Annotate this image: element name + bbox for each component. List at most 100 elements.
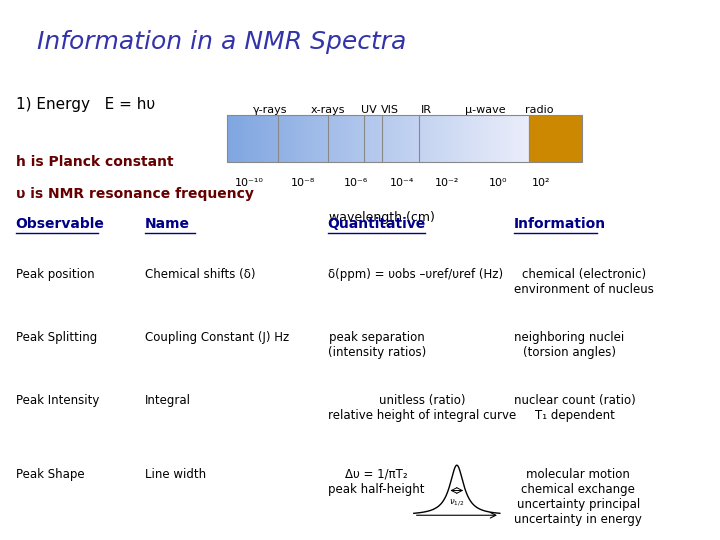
Bar <box>348 114 351 162</box>
Bar <box>360 114 363 162</box>
Bar <box>521 114 523 162</box>
Bar <box>482 114 485 162</box>
Bar <box>492 114 495 162</box>
Bar <box>342 114 344 162</box>
Bar <box>336 114 338 162</box>
Bar <box>440 114 443 162</box>
Bar <box>256 114 258 162</box>
Bar <box>368 114 371 162</box>
Bar <box>259 114 262 162</box>
Bar <box>480 114 483 162</box>
Bar <box>508 114 511 162</box>
Bar <box>380 114 382 162</box>
Bar <box>292 114 294 162</box>
Bar <box>248 114 250 162</box>
Text: IR: IR <box>420 105 431 114</box>
Bar <box>282 114 284 162</box>
Bar <box>505 114 507 162</box>
Text: wavelength (cm): wavelength (cm) <box>328 211 434 224</box>
Text: 10⁻⁶: 10⁻⁶ <box>344 178 369 188</box>
Bar <box>289 114 292 162</box>
Text: Quantitative: Quantitative <box>328 217 426 231</box>
Bar <box>305 114 308 162</box>
Bar <box>269 114 272 162</box>
Text: $\nu_{1/2}$: $\nu_{1/2}$ <box>449 497 464 508</box>
Text: Line width: Line width <box>145 468 206 481</box>
Bar <box>485 114 487 162</box>
Bar <box>366 114 369 162</box>
Text: x-rays: x-rays <box>310 105 345 114</box>
Bar <box>338 114 341 162</box>
Bar <box>406 114 409 162</box>
Bar <box>286 114 288 162</box>
Bar <box>430 114 433 162</box>
Bar <box>515 114 517 162</box>
Bar <box>420 114 423 162</box>
Bar <box>510 114 513 162</box>
Text: nuclear count (ratio)
T₁ dependent: nuclear count (ratio) T₁ dependent <box>514 394 636 422</box>
Text: 10⁻²: 10⁻² <box>436 178 459 188</box>
Text: Information in a NMR Spectra: Information in a NMR Spectra <box>37 30 407 55</box>
Bar <box>350 114 353 162</box>
Bar <box>328 114 330 162</box>
Bar <box>284 114 287 162</box>
Bar <box>410 114 413 162</box>
Text: 1) Energy   E = hυ: 1) Energy E = hυ <box>16 97 155 112</box>
Bar <box>238 114 240 162</box>
Bar <box>354 114 356 162</box>
Bar <box>374 114 377 162</box>
Bar <box>456 114 459 162</box>
Bar <box>523 114 526 162</box>
Bar <box>264 114 266 162</box>
Text: μ-wave: μ-wave <box>465 105 506 114</box>
Bar <box>322 114 325 162</box>
Bar <box>416 114 419 162</box>
Bar <box>243 114 246 162</box>
Text: δ(ppm) = υobs –υref/υref (Hz): δ(ppm) = υobs –υref/υref (Hz) <box>328 267 503 281</box>
Bar <box>266 114 268 162</box>
Bar <box>400 114 402 162</box>
Bar <box>271 114 274 162</box>
Bar <box>318 114 320 162</box>
Bar <box>490 114 493 162</box>
Bar <box>378 114 381 162</box>
Bar <box>436 114 439 162</box>
Bar <box>261 114 264 162</box>
Text: h is Planck constant: h is Planck constant <box>16 155 174 169</box>
Bar <box>442 114 445 162</box>
Bar <box>526 114 529 162</box>
Bar <box>477 114 479 162</box>
Bar <box>402 114 405 162</box>
Bar <box>398 114 401 162</box>
Bar <box>386 114 389 162</box>
Bar <box>320 114 323 162</box>
Bar <box>334 114 336 162</box>
Bar <box>362 114 364 162</box>
Bar <box>241 114 244 162</box>
Bar <box>239 114 242 162</box>
Bar <box>315 114 318 162</box>
Text: 10⁻¹⁰: 10⁻¹⁰ <box>235 178 264 188</box>
Bar <box>518 114 521 162</box>
Text: υ is NMR resonance frequency: υ is NMR resonance frequency <box>16 187 253 201</box>
Bar <box>370 114 373 162</box>
Bar <box>249 114 252 162</box>
Bar <box>528 114 582 162</box>
Bar <box>414 114 417 162</box>
Bar <box>500 114 503 162</box>
Bar <box>412 114 415 162</box>
Text: molecular motion
chemical exchange
uncertainty principal
uncertainty in energy: molecular motion chemical exchange uncer… <box>514 468 642 526</box>
Bar <box>330 114 333 162</box>
Text: 10⁻⁸: 10⁻⁸ <box>290 178 315 188</box>
Bar <box>228 114 230 162</box>
Bar <box>376 114 379 162</box>
Text: peak separation
(intensity ratios): peak separation (intensity ratios) <box>328 331 426 359</box>
Bar <box>396 114 399 162</box>
Bar <box>235 114 238 162</box>
Bar <box>394 114 397 162</box>
Bar <box>422 114 425 162</box>
Bar <box>340 114 343 162</box>
Text: Peak position: Peak position <box>16 267 94 281</box>
Bar <box>372 114 374 162</box>
Bar <box>277 114 280 162</box>
